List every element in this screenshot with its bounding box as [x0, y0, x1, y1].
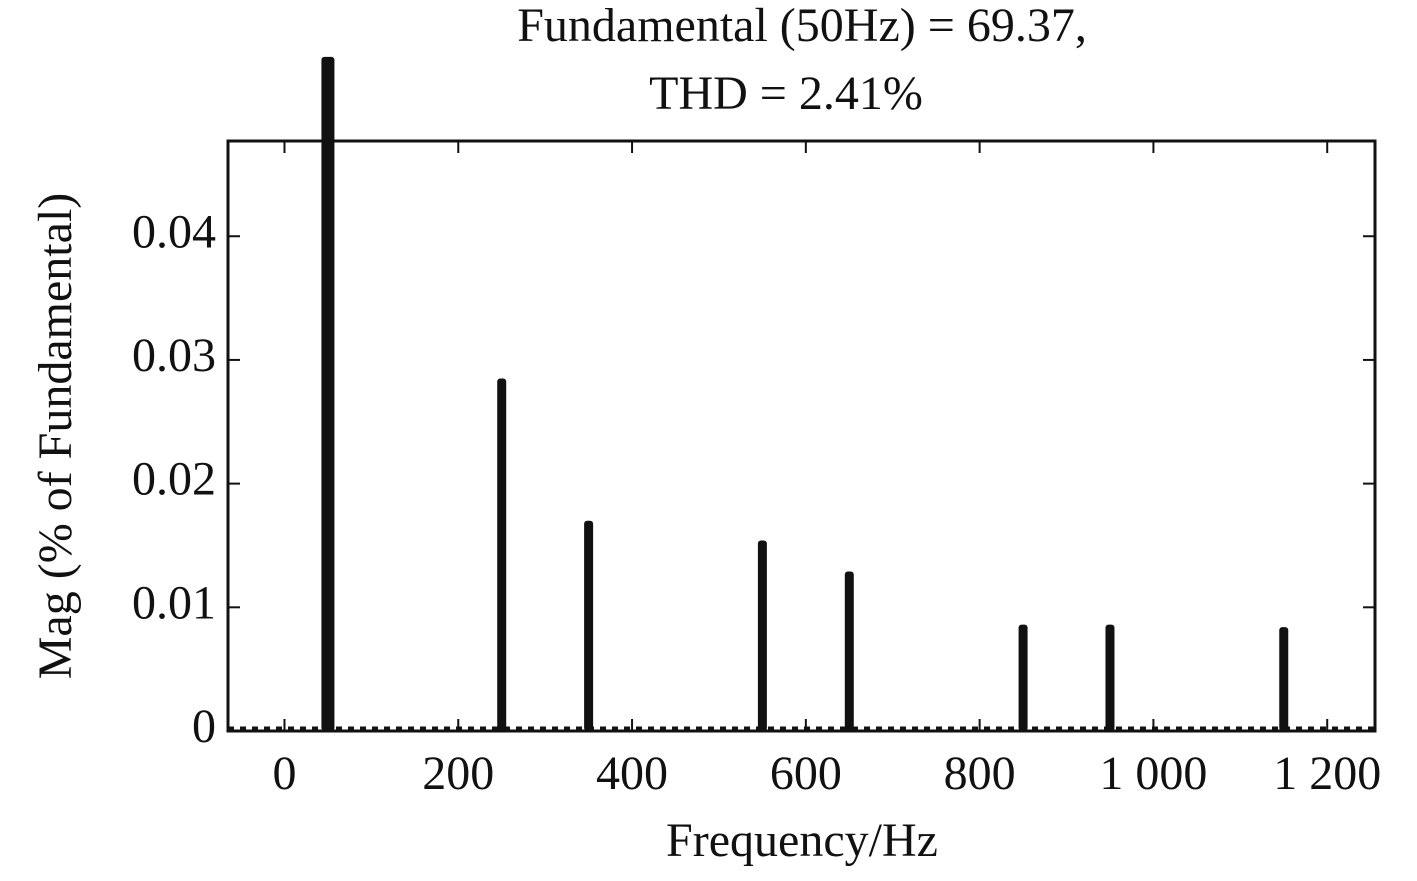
- bar: [757, 540, 767, 731]
- bar: [584, 520, 594, 731]
- x-tick-label: 1 200: [1273, 747, 1381, 800]
- y-tick-label: 0.04: [132, 205, 216, 258]
- x-tick-label: 800: [944, 747, 1016, 800]
- y-tick-label: 0.01: [132, 576, 216, 629]
- plot-frame: [226, 139, 1377, 733]
- x-tick-label: 0: [272, 747, 296, 800]
- x-axis-label: Frequency/Hz: [666, 814, 938, 867]
- y-tick-label: 0.02: [132, 453, 216, 506]
- y-tick-label: 0: [192, 700, 216, 753]
- bar: [1279, 627, 1289, 731]
- x-tick-label: 1 000: [1099, 747, 1207, 800]
- bar: [1018, 624, 1028, 731]
- x-tick-label: 200: [422, 747, 494, 800]
- chart-subtitle: THD = 2.41%: [649, 67, 923, 120]
- x-tick-label: 400: [596, 747, 668, 800]
- x-tick-label: 600: [770, 747, 842, 800]
- y-axis-label: Mag (% of Fundamental): [29, 193, 82, 680]
- bar: [321, 56, 335, 731]
- bar: [844, 571, 854, 731]
- bar: [1105, 624, 1115, 731]
- chart-title: Fundamental (50Hz) = 69.37,: [517, 0, 1087, 52]
- bar: [497, 378, 507, 731]
- y-tick-label: 0.03: [132, 329, 216, 382]
